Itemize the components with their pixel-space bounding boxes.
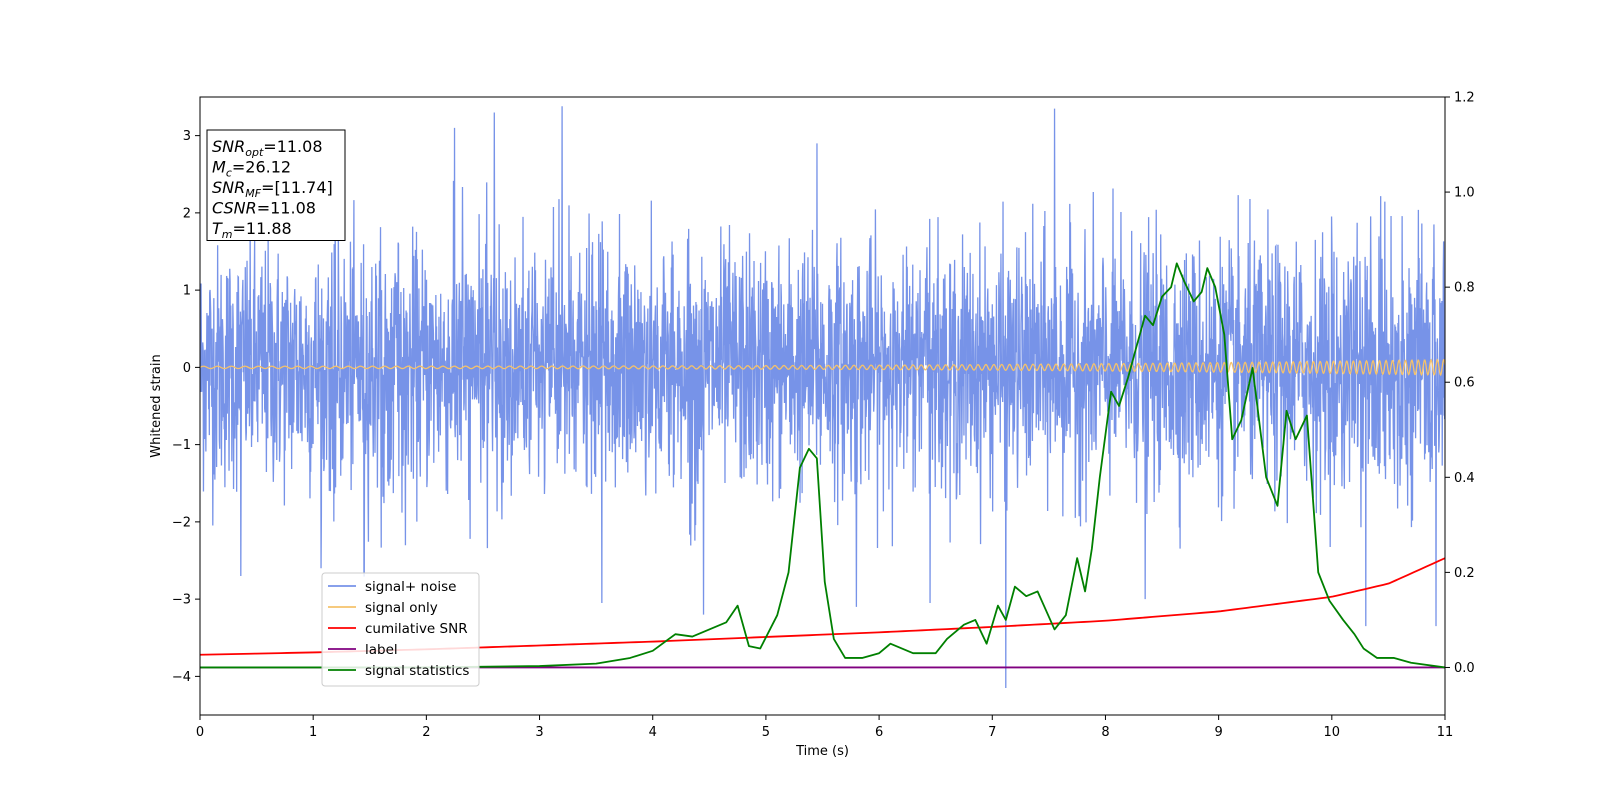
legend-label: signal only	[365, 600, 438, 616]
info-box	[206, 129, 346, 241]
legend-label: label	[365, 642, 398, 658]
x-tick-label: 3	[535, 725, 543, 740]
y-right-tick-label: 1.2	[1454, 91, 1475, 106]
legend-label: cumilative SNR	[365, 621, 468, 637]
series-signal-statistics-line	[200, 262, 1445, 669]
info-box-line: CSNR=11.08	[212, 199, 316, 218]
y-left-tick-label: 0	[183, 361, 191, 376]
y-left-tick-label: −2	[172, 515, 191, 530]
y-right-tick-label: 0.0	[1454, 661, 1475, 676]
info-box-line: SNRMF=[11.74]	[212, 178, 333, 200]
y-left-tick-label: −3	[172, 593, 191, 608]
info-box-line: Tm=11.88	[212, 219, 292, 241]
y-left-tick-label: 3	[183, 129, 191, 144]
x-tick-label: 8	[1101, 725, 1109, 740]
x-axis-label: Time (s)	[795, 744, 849, 759]
y-left-tick-label: 2	[183, 206, 191, 221]
x-tick-label: 4	[649, 725, 657, 740]
x-tick-label: 6	[875, 725, 883, 740]
x-tick-label: 11	[1437, 725, 1454, 740]
x-tick-label: 5	[762, 725, 770, 740]
series-signal-only-line	[200, 358, 1445, 377]
x-tick-label: 0	[196, 725, 204, 740]
x-tick-label: 1	[309, 725, 317, 740]
y-right-tick-label: 0.8	[1454, 281, 1475, 296]
y-right-tick-label: 0.2	[1454, 566, 1475, 581]
info-box-line: Mc=26.12	[212, 158, 291, 180]
y-axis-label: Whitened strain	[149, 354, 164, 457]
info-box-line: SNRopt=11.08	[212, 137, 323, 159]
x-tick-label: 2	[422, 725, 430, 740]
x-tick-label: 9	[1214, 725, 1222, 740]
y-right-tick-label: 0.6	[1454, 376, 1475, 391]
x-tick-label: 10	[1324, 725, 1341, 740]
y-left-tick-label: −4	[172, 670, 191, 685]
legend-box	[321, 572, 480, 687]
plot-frame	[199, 96, 1446, 716]
y-right-tick-label: 1.0	[1454, 186, 1475, 201]
legend-label: signal statistics	[365, 663, 469, 679]
y-left-tick-label: −1	[172, 438, 191, 453]
legend-label: signal+ noise	[365, 579, 456, 595]
y-right-tick-label: 0.4	[1454, 471, 1475, 486]
y-left-tick-label: 1	[183, 284, 191, 299]
x-tick-label: 7	[988, 725, 996, 740]
